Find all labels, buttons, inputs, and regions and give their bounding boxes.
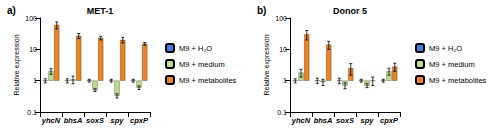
svg-text:M9 + H₂O: M9 + H₂O [179, 44, 212, 53]
svg-text:MET-1: MET-1 [87, 6, 114, 16]
svg-text:M9 + medium: M9 + medium [429, 60, 475, 69]
svg-text:Relative expression: Relative expression [263, 34, 271, 95]
svg-text:yhcN: yhcN [291, 116, 311, 125]
svg-text:b): b) [257, 5, 266, 16]
svg-text:Relative expression: Relative expression [13, 34, 21, 95]
svg-text:soxS: soxS [86, 116, 104, 125]
svg-text:M9 + H₂O: M9 + H₂O [429, 44, 462, 53]
svg-text:M9 + metabolites: M9 + metabolites [179, 76, 237, 85]
svg-text:a): a) [7, 5, 16, 16]
svg-text:10: 10 [29, 46, 37, 53]
svg-text:spy: spy [111, 116, 125, 125]
svg-text:yhcN: yhcN [41, 116, 61, 125]
svg-text:1: 1 [283, 77, 287, 84]
svg-text:cpxP: cpxP [130, 116, 149, 125]
svg-text:0.1: 0.1 [27, 109, 37, 116]
svg-text:10: 10 [279, 46, 287, 53]
svg-text:100: 100 [275, 15, 287, 22]
svg-text:bhsA: bhsA [64, 116, 83, 125]
svg-text:M9 + metabolites: M9 + metabolites [429, 76, 487, 85]
svg-text:Donor 5: Donor 5 [333, 6, 367, 16]
svg-text:bhsA: bhsA [314, 116, 333, 125]
svg-text:M9 + medium: M9 + medium [179, 60, 225, 69]
svg-text:1: 1 [33, 77, 37, 84]
svg-text:soxS: soxS [336, 116, 354, 125]
svg-text:cpxP: cpxP [380, 116, 399, 125]
svg-text:spy: spy [361, 116, 375, 125]
svg-text:0.1: 0.1 [277, 109, 287, 116]
svg-text:100: 100 [25, 15, 37, 22]
